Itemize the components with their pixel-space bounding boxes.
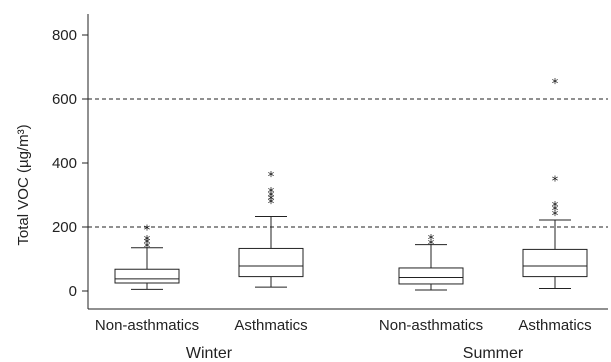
iqr-box bbox=[114, 268, 180, 284]
reference-lines bbox=[88, 98, 608, 228]
outlier-marker: * bbox=[552, 209, 559, 224]
outlier-marker: * bbox=[552, 174, 559, 189]
outlier-marker: * bbox=[428, 233, 435, 248]
box-1: **** bbox=[114, 223, 180, 290]
axes: 0 200 400 600 800 bbox=[52, 14, 608, 310]
y-tick-label: 200 bbox=[52, 219, 77, 236]
outlier-marker: * bbox=[552, 204, 559, 219]
boxes: **************** bbox=[114, 77, 588, 291]
y-tick-label: 800 bbox=[52, 27, 77, 44]
iqr-box bbox=[522, 248, 588, 278]
box-4: ***** bbox=[522, 77, 588, 289]
box-2: ***** bbox=[238, 170, 304, 288]
outlier-marker: * bbox=[552, 200, 559, 215]
outlier-marker: * bbox=[144, 234, 151, 249]
outlier-marker: * bbox=[144, 237, 151, 252]
outlier-marker: * bbox=[268, 186, 275, 201]
outlier-marker: * bbox=[144, 241, 151, 256]
iqr-box bbox=[398, 267, 464, 285]
outlier-marker: * bbox=[428, 238, 435, 253]
outlier-marker: * bbox=[268, 170, 275, 185]
category-label: Non-asthmatics bbox=[95, 317, 199, 334]
category-label: Asthmatics bbox=[518, 317, 591, 334]
outlier-marker: * bbox=[268, 197, 275, 212]
outlier-marker: * bbox=[552, 77, 559, 92]
y-axis-title: Total VOC (µg/m³) bbox=[15, 124, 32, 245]
group-label-summer: Summer bbox=[463, 345, 524, 362]
y-tick-label: 0 bbox=[69, 283, 77, 300]
labels: Non-asthmatics Asthmatics Non-asthmatics As… bbox=[95, 317, 592, 362]
y-tick-label: 400 bbox=[52, 155, 77, 172]
y-tick-label: 600 bbox=[52, 91, 77, 108]
iqr-box bbox=[238, 247, 304, 278]
category-label: Non-asthmatics bbox=[379, 317, 483, 334]
outlier-marker: * bbox=[144, 223, 151, 238]
box-3: ** bbox=[398, 233, 464, 291]
group-label-winter: Winter bbox=[186, 345, 233, 362]
category-label: Asthmatics bbox=[234, 317, 307, 334]
outlier-marker: * bbox=[268, 194, 275, 209]
outlier-marker: * bbox=[268, 190, 275, 205]
